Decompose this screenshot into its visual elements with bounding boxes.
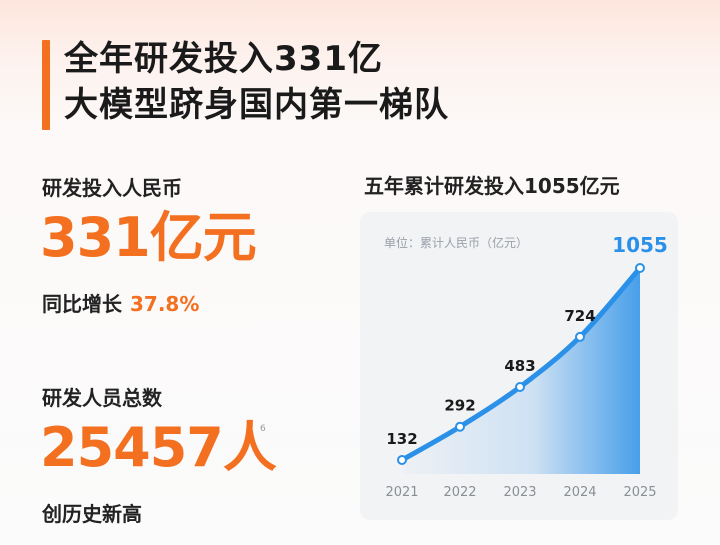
rd-investment-label: 研发投入人民币 xyxy=(42,176,182,200)
rd-investment-value: 331亿元 xyxy=(40,206,257,269)
headline-line-1: 全年研发投入331亿 xyxy=(64,39,383,79)
rd-growth-label: 同比增长 xyxy=(42,292,122,316)
x-tick-label: 2024 xyxy=(563,485,596,500)
chart-card: 132 292 483 724 1055 2021 2022 2023 2024 2025 单位… xyxy=(360,212,678,520)
rd-growth-value: 37.8% xyxy=(130,292,200,316)
data-point xyxy=(635,263,645,273)
data-label: 292 xyxy=(444,397,475,415)
rd-staff-value: 25457人 xyxy=(40,416,277,479)
data-point xyxy=(455,421,465,432)
chart-title: 五年累计研发投入1055亿元 xyxy=(364,174,620,198)
data-point xyxy=(575,331,585,342)
rd-staff-note: 创历史新高 xyxy=(42,502,142,526)
data-label: 483 xyxy=(504,357,535,375)
unit-label: 单位：累计人民币（亿元） xyxy=(384,236,529,250)
rd-staff-label: 研发人员总数 xyxy=(42,386,162,410)
cumulative-rd-chart: 132 292 483 724 1055 2021 2022 2023 2024 2025 xyxy=(385,233,668,500)
x-tick-label: 2021 xyxy=(385,485,418,500)
x-tick-label: 2023 xyxy=(503,485,536,500)
rd-growth-line: 同比增长 37.8% xyxy=(42,288,199,317)
x-tick-label: 2025 xyxy=(623,485,656,500)
data-label: 724 xyxy=(564,307,595,325)
accent-bar xyxy=(42,40,50,130)
data-point xyxy=(515,381,525,392)
data-label: 132 xyxy=(386,430,417,448)
headline-line-2: 大模型跻身国内第一梯队 xyxy=(64,85,449,125)
data-point xyxy=(397,455,407,465)
data-label: 1055 xyxy=(612,233,668,257)
x-tick-label: 2022 xyxy=(443,485,476,500)
footnote-marker: 6 xyxy=(260,424,266,434)
area-fill xyxy=(402,268,640,474)
page-headline: 全年研发投入331亿 大模型跻身国内第一梯队 xyxy=(64,36,449,128)
